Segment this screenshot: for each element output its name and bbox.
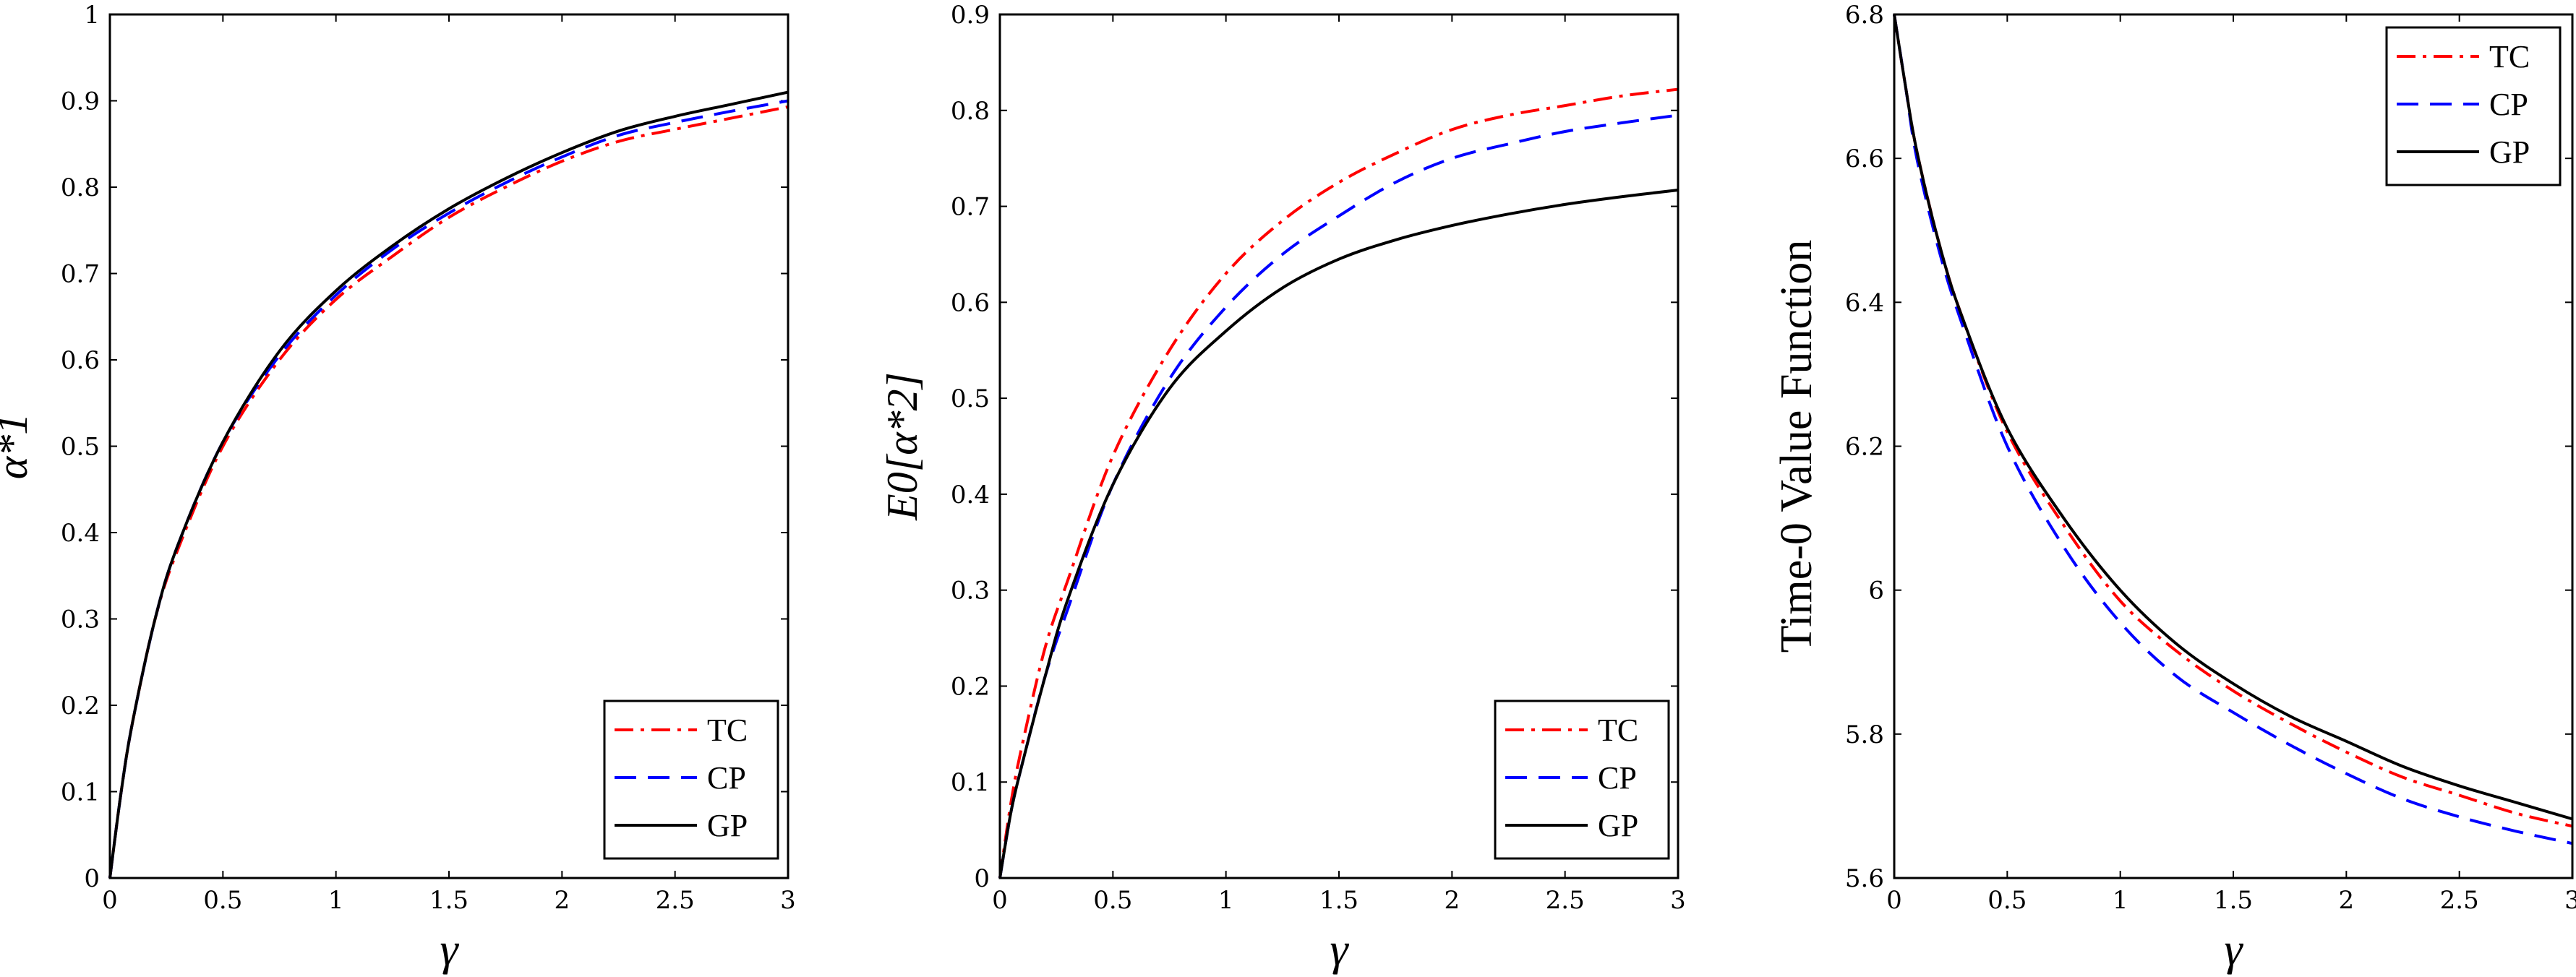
- x-tick-label: 0: [102, 886, 118, 915]
- y-tick-label: 6.6: [1845, 145, 1884, 173]
- y-axis-label: α*1: [0, 413, 36, 480]
- x-tick-label: 1: [2113, 886, 2128, 915]
- legend-box: [1494, 700, 1670, 860]
- legend: TC CP GP: [603, 700, 779, 860]
- x-tick-label: 3: [1670, 886, 1686, 915]
- x-tick-label: 1.5: [1319, 886, 1358, 915]
- y-tick-label: 0.7: [61, 260, 100, 289]
- legend-box: [2385, 26, 2562, 186]
- y-tick-label: 0: [84, 864, 100, 893]
- y-tick-label: 0.1: [951, 768, 990, 797]
- y-tick-label: 6.8: [1845, 1, 1884, 30]
- x-tick-label: 2.5: [1546, 886, 1585, 915]
- x-axis-label: γ: [440, 924, 459, 975]
- x-tick-label: 0.5: [203, 886, 242, 915]
- legend-label-tc: TC: [707, 713, 748, 748]
- x-tick-label: 2: [2339, 886, 2355, 915]
- x-tick-label: 2.5: [2440, 886, 2479, 915]
- y-tick-label: 6.4: [1845, 288, 1884, 317]
- y-tick-label: 0.2: [951, 672, 990, 701]
- y-tick-label: 0.2: [61, 692, 100, 720]
- x-tick-label: 1.5: [429, 886, 468, 915]
- series-line-gp: [1893, 14, 2573, 821]
- x-tick-label: 2.5: [656, 886, 695, 915]
- chart-panel-1: 0 0.5 1 1.5 2 2.5 3 0 0.1 0.2 0.3 0.4 0.5 0.6 0.7 0.8 0.…: [0, 1, 796, 975]
- chart-panel-3: 0 0.5 1 1.5 2 2.5 3 5.6 5.8 6 6.2 6.4 6.6 6.8 γ Time-0 …: [1772, 1, 2576, 975]
- y-tick-label: 0.4: [61, 519, 100, 548]
- x-tick-label: 0.5: [1093, 886, 1132, 915]
- legend-label-gp: GP: [1598, 808, 1638, 843]
- legend-label-cp: CP: [707, 760, 746, 796]
- plot-frame: [108, 13, 790, 879]
- y-tick-label: 0.8: [61, 173, 100, 202]
- chart-panel-2: 0 0.5 1 1.5 2 2.5 3 0 0.1 0.2 0.3 0.4 0.5 0.6 0.7 0.8 0.…: [878, 1, 1686, 975]
- y-tick-label: 0.9: [951, 1, 990, 30]
- y-tick-label: 0.8: [951, 97, 990, 126]
- y-tick-label: 6.2: [1845, 433, 1884, 462]
- legend-label-gp: GP: [707, 808, 748, 843]
- x-tick-label: 0: [992, 886, 1008, 915]
- x-tick-label: 1: [1218, 886, 1234, 915]
- y-tick-label: 0.7: [951, 193, 990, 222]
- y-tick-label: 0.1: [61, 778, 100, 807]
- legend-label-cp: CP: [1598, 760, 1637, 796]
- x-tick-label: 2: [555, 886, 570, 915]
- legend: TC CP GP: [2385, 26, 2562, 186]
- series-line-tc: [998, 87, 1679, 879]
- x-axis-label: γ: [1330, 924, 1349, 975]
- y-tick-label: 1: [84, 1, 100, 30]
- x-tick-label: 0: [1886, 886, 1902, 915]
- plot-frame: [998, 13, 1679, 879]
- y-axis-label: E0[α*2]: [878, 372, 926, 521]
- legend: TC CP GP: [1494, 700, 1670, 860]
- x-tick-label: 1: [328, 886, 344, 915]
- y-axis-label: Time-0 Value Function: [1772, 240, 1821, 653]
- series-line-gp: [998, 188, 1679, 879]
- y-tick-label: 5.8: [1845, 720, 1884, 749]
- y-tick-label: 0.5: [61, 433, 100, 462]
- x-axis-label: γ: [2224, 924, 2243, 975]
- y-tick-label: 6: [1868, 577, 1884, 606]
- legend-label-tc: TC: [1598, 713, 1638, 748]
- legend-label-gp: GP: [2489, 134, 2530, 170]
- x-tick-label: 1.5: [2214, 886, 2253, 915]
- legend-box: [603, 700, 779, 860]
- x-tick-label: 3: [2564, 886, 2576, 915]
- y-tick-label: 0.3: [951, 577, 990, 606]
- series-line-gp: [108, 90, 789, 879]
- plot-frame: [1893, 13, 2574, 879]
- x-tick-label: 0.5: [1987, 886, 2027, 915]
- y-tick-label: 0.5: [951, 384, 990, 413]
- y-tick-label: 0: [974, 864, 990, 893]
- x-tick-label: 2: [1445, 886, 1460, 915]
- legend-label-tc: TC: [2489, 39, 2530, 74]
- y-tick-label: 0.9: [61, 87, 100, 116]
- y-tick-label: 5.6: [1845, 864, 1884, 893]
- x-tick-label: 3: [780, 886, 796, 915]
- y-tick-label: 0.3: [61, 606, 100, 634]
- y-tick-label: 0.6: [61, 346, 100, 375]
- y-tick-label: 0.4: [951, 481, 990, 509]
- y-tick-label: 0.6: [951, 288, 990, 317]
- legend-label-cp: CP: [2489, 87, 2528, 122]
- series-line-cp: [1893, 14, 2573, 845]
